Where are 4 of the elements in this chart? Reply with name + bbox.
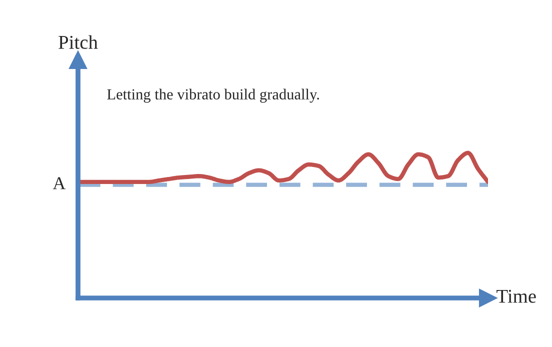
ref-line-label: A [52,177,66,190]
text: Letting the vibrato build gradually. [107,88,319,103]
text: Pitch [58,35,98,49]
x-axis-title: Time [496,290,536,303]
